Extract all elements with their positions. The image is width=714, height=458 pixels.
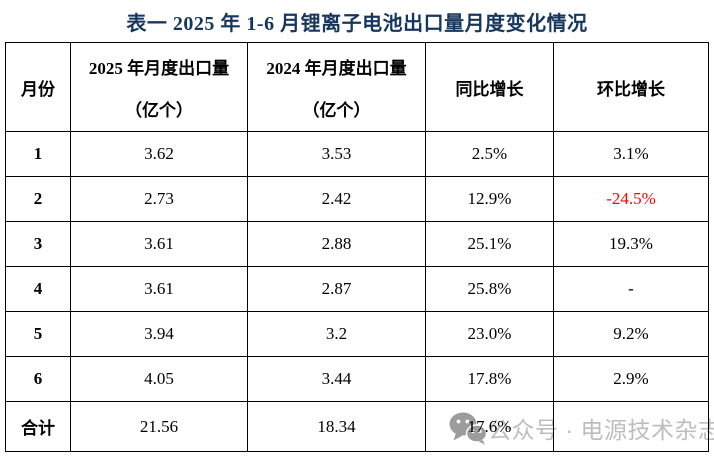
export-2025-cell: 2.73 bbox=[70, 176, 248, 222]
mom-cell bbox=[553, 401, 709, 452]
table-row-month-2: 2 2.73 2.42 12.9% -24.5% bbox=[5, 176, 709, 222]
mom-cell: 9.2% bbox=[553, 311, 709, 357]
export-2025-cell: 3.94 bbox=[70, 311, 248, 357]
mom-cell: 3.1% bbox=[553, 131, 709, 177]
table-row-month-5: 5 3.94 3.2 23.0% 9.2% bbox=[5, 311, 709, 357]
table-header-row: 月份 2025 年月度出口量 （亿个） 2024 年月度出口量 （亿个） 同比增… bbox=[5, 42, 709, 132]
month-cell: 3 bbox=[5, 221, 71, 267]
month-cell: 6 bbox=[5, 356, 71, 402]
col-header-2025-line1: 2025 年月度出口量 bbox=[88, 58, 230, 78]
page-title: 表一 2025 年 1-6 月锂离子电池出口量月度变化情况 bbox=[126, 13, 588, 35]
export-volume-table: 月份 2025 年月度出口量 （亿个） 2024 年月度出口量 （亿个） 同比增… bbox=[5, 42, 709, 452]
yoy-cell: 23.0% bbox=[425, 311, 554, 357]
month-cell: 4 bbox=[5, 266, 71, 312]
export-2025-cell: 4.05 bbox=[70, 356, 248, 402]
month-cell: 2 bbox=[5, 176, 71, 222]
table-row-month-6: 6 4.05 3.44 17.8% 2.9% bbox=[5, 356, 709, 402]
col-header-2024-exports: 2024 年月度出口量 （亿个） bbox=[247, 42, 426, 132]
table-row-month-3: 3 3.61 2.88 25.1% 19.3% bbox=[5, 221, 709, 267]
month-cell: 5 bbox=[5, 311, 71, 357]
col-header-month: 月份 bbox=[5, 42, 71, 132]
export-2025-cell: 3.61 bbox=[70, 221, 248, 267]
col-header-mom-growth: 环比增长 bbox=[553, 42, 709, 132]
export-2025-cell: 3.61 bbox=[70, 266, 248, 312]
yoy-cell: 25.8% bbox=[425, 266, 554, 312]
mom-cell: - bbox=[553, 266, 709, 312]
col-header-2025-exports: 2025 年月度出口量 （亿个） bbox=[70, 42, 248, 132]
export-2024-cell: 3.2 bbox=[247, 311, 426, 357]
col-header-2024-line1: 2024 年月度出口量 bbox=[266, 58, 407, 78]
col-header-2024-unit: （亿个） bbox=[302, 100, 371, 120]
export-2024-cell: 2.87 bbox=[247, 266, 426, 312]
table-row-month-4: 4 3.61 2.87 25.8% - bbox=[5, 266, 709, 312]
export-2024-cell: 2.88 bbox=[247, 221, 426, 267]
col-header-2025-unit: （亿个） bbox=[125, 100, 193, 120]
mom-cell: 19.3% bbox=[553, 221, 709, 267]
yoy-cell: 25.1% bbox=[425, 221, 554, 267]
total-label-cell: 合计 bbox=[5, 401, 71, 452]
export-2024-cell: 18.34 bbox=[247, 401, 426, 452]
yoy-cell: 2.5% bbox=[425, 131, 554, 177]
table-row-month-1: 1 3.62 3.53 2.5% 3.1% bbox=[5, 131, 709, 177]
col-header-yoy-growth: 同比增长 bbox=[425, 42, 554, 132]
table-row-total: 合计 21.56 18.34 17.6% bbox=[5, 401, 709, 452]
export-2024-cell: 2.42 bbox=[247, 176, 426, 222]
mom-cell: 2.9% bbox=[553, 356, 709, 402]
export-2024-cell: 3.44 bbox=[247, 356, 426, 402]
yoy-cell: 17.6% bbox=[425, 401, 554, 452]
export-2025-cell: 3.62 bbox=[70, 131, 248, 177]
export-2024-cell: 3.53 bbox=[247, 131, 426, 177]
export-2025-cell: 21.56 bbox=[70, 401, 248, 452]
mom-cell-negative: -24.5% bbox=[553, 176, 709, 222]
month-cell: 1 bbox=[5, 131, 71, 177]
yoy-cell: 17.8% bbox=[425, 356, 554, 402]
yoy-cell: 12.9% bbox=[425, 176, 554, 222]
